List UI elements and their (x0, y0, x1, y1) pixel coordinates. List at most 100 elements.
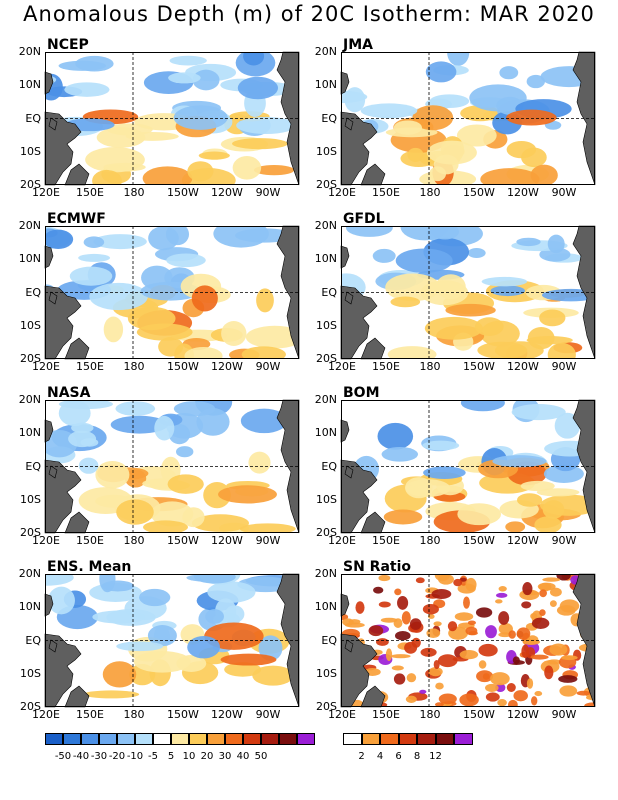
colorbar-label: 4 (376, 751, 384, 762)
lat-label: 10N (18, 600, 41, 614)
lon-label: 120W (507, 186, 539, 199)
colorbar-swatch (380, 733, 399, 745)
lat-label: 20N (18, 45, 41, 58)
colorbar-swatch (279, 733, 297, 745)
lon-label: 150W (167, 708, 199, 721)
lat-label: 20N (314, 219, 337, 232)
lon-label: 120W (211, 708, 243, 721)
lon-label: 90W (255, 360, 281, 373)
sn-ratio-colorbar: 2 4 6 8 12 (343, 733, 473, 773)
land-mass (344, 465, 354, 479)
colorbar-swatch (454, 733, 473, 745)
anomaly-field (45, 574, 299, 699)
colorbar-swatch (398, 733, 417, 745)
panel-label: GFDL (343, 211, 385, 227)
map-nasa (44, 399, 300, 534)
colorbar-label: 50 (254, 751, 268, 762)
map-ncep (44, 51, 300, 186)
lon-label: 120W (211, 360, 243, 373)
map-frame (45, 52, 299, 185)
map-panel-ncep: NCEP 20N 10N EQ 10S 20S 120E 150E 180 150W 120W 90W (19, 37, 300, 199)
land-mass (344, 117, 354, 131)
lon-label: 150W (167, 360, 199, 373)
lat-label: 10S (20, 144, 41, 158)
map-sn (340, 573, 596, 708)
panel-label: NASA (47, 385, 91, 401)
lat-label: 20S (316, 178, 337, 191)
lon-label: 150E (76, 186, 104, 199)
lon-label: 120E (328, 186, 356, 199)
colorbar-swatch (63, 733, 81, 745)
lon-label: 120W (211, 186, 243, 199)
lat-label: 20N (18, 567, 41, 580)
anomaly-colorbar: -50 -40 -30 -20 -10 -5 5 10 20 30 40 50 (45, 733, 315, 773)
map-frame (45, 574, 299, 707)
map-frame (341, 52, 595, 185)
lon-label: 150W (463, 360, 495, 373)
colorbar-label: 30 (218, 751, 232, 762)
colorbar-label: 40 (236, 751, 250, 762)
lon-label: 180 (123, 360, 145, 373)
lon-label: 180 (123, 708, 145, 721)
lon-label: 120W (507, 534, 539, 547)
colorbar-swatch (361, 733, 380, 745)
map-panel-jma: JMA 20N 10N EQ 10S 20S 120E 150E 180 150W 120W 90W (315, 37, 596, 199)
map-panel-sn: SN Ratio 20N 10N EQ 10S 20S 120E 150E 180 150W 120… (315, 559, 596, 721)
lon-label: 150E (76, 534, 104, 547)
colorbar-swatch (189, 733, 207, 745)
lon-label: 150W (463, 708, 495, 721)
lat-label: 20S (20, 700, 41, 713)
map-ens (44, 573, 300, 708)
lat-label: EQ (321, 111, 337, 125)
lon-label: 150E (76, 708, 104, 721)
map-frame (341, 226, 595, 359)
anomaly-field (353, 400, 595, 533)
map-panel-ecmwf: ECMWF 20N 10N EQ 10S 20S 120E 150E 180 150W 120W 90… (19, 211, 300, 373)
land-mass (48, 117, 58, 131)
lon-label: 120W (211, 534, 243, 547)
lon-label: 90W (551, 534, 577, 547)
panel-label: BOM (343, 385, 380, 401)
lon-label: 120E (328, 360, 356, 373)
lon-label: 180 (419, 534, 441, 547)
lon-label: 120E (328, 534, 356, 547)
lon-label: 150E (372, 534, 400, 547)
lat-label: EQ (321, 285, 337, 299)
lat-label: 20N (18, 219, 41, 232)
lat-label: EQ (25, 459, 41, 473)
lat-label: 20S (316, 352, 337, 365)
colorbar-swatch (135, 733, 153, 745)
lat-label: EQ (321, 633, 337, 647)
colorbar-swatch (153, 733, 171, 745)
lon-label: 90W (551, 360, 577, 373)
lat-label: 20S (20, 526, 41, 539)
lon-label: 120E (32, 708, 60, 721)
colorbar-label: -40 (72, 751, 90, 762)
land-mass (48, 465, 58, 479)
lon-label: 180 (419, 360, 441, 373)
panel-label: JMA (343, 37, 373, 53)
lon-label: 120E (32, 360, 60, 373)
lon-label: 180 (419, 186, 441, 199)
lat-label: 10S (316, 144, 337, 158)
map-panel-gfdl: GFDL 20N 10N EQ 10S 20S 120E 150E 180 150W 120W 90W (315, 211, 596, 373)
colorbar-swatch (207, 733, 225, 745)
anomaly-field (341, 226, 595, 359)
lat-label: 10S (20, 666, 41, 680)
lon-label: 120E (32, 186, 60, 199)
map-ecmwf (44, 225, 300, 360)
colorbar-label: -30 (90, 751, 108, 762)
land-mass (48, 639, 58, 653)
lat-label: 20N (314, 393, 337, 406)
map-bom (340, 399, 596, 534)
colorbar-swatch (417, 733, 436, 745)
panel-label: ENS. Mean (47, 559, 132, 575)
map-panel-bom: BOM 20N 10N EQ 10S 20S 120E 150E 180 150W 120W 90W (315, 385, 596, 547)
colorbar-swatch (343, 733, 362, 745)
colorbar-swatch (225, 733, 243, 745)
colorbar-label: 8 (413, 751, 421, 762)
lat-label: 20N (314, 567, 337, 580)
lat-label: 20S (20, 178, 41, 191)
colorbar-swatch (171, 733, 189, 745)
lat-label: 10N (314, 600, 337, 614)
